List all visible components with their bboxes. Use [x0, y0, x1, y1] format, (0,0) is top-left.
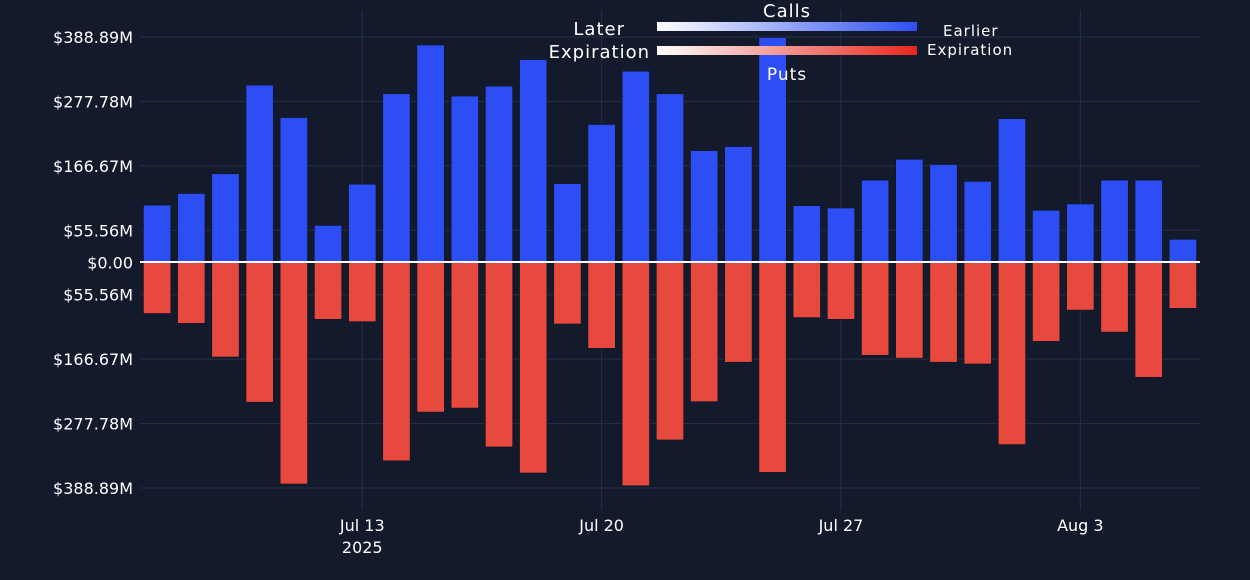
- calls-bar: [143, 204, 172, 263]
- calls-bar: [621, 70, 650, 263]
- calls-legend-label: Calls: [763, 1, 811, 22]
- puts-bar: [621, 262, 650, 487]
- x-axis-tick-labels: Jul 13 2025 Jul 20 Jul 27 Aug 3: [339, 516, 1104, 557]
- puts-legend-gradient: [657, 46, 917, 55]
- puts-bar: [1066, 262, 1095, 311]
- calls-bar: [177, 193, 206, 263]
- puts-bar: [177, 262, 206, 324]
- x-tick-label: Jul 20: [578, 516, 624, 535]
- puts-bar: [929, 262, 958, 363]
- calls-bar: [587, 124, 616, 263]
- calls-bar: [485, 85, 514, 263]
- puts-bar: [450, 262, 479, 409]
- calls-bar: [1032, 210, 1061, 263]
- calls-bar: [792, 205, 821, 263]
- puts-bar: [997, 262, 1026, 445]
- calls-bar: [553, 183, 582, 263]
- calls-bar: [279, 117, 308, 263]
- calls-bar: [724, 146, 753, 263]
- calls-bar: [314, 225, 343, 263]
- calls-bar: [450, 95, 479, 263]
- puts-bar: [826, 262, 855, 320]
- calls-bar: [1134, 179, 1163, 263]
- calls-bar: [245, 84, 274, 263]
- y-tick-label: $166.67M: [53, 350, 133, 369]
- x-tick-label: Jul 27: [818, 516, 864, 535]
- later-expiration-legend-label: Expiration: [549, 42, 650, 63]
- puts-bar: [963, 262, 992, 365]
- puts-bar: [1134, 262, 1163, 378]
- calls-bar: [997, 118, 1026, 263]
- calls-bar: [826, 207, 855, 263]
- calls-bar: [656, 93, 684, 263]
- calls-bar: [690, 150, 719, 263]
- x-tick-label: Aug 3: [1057, 516, 1104, 535]
- calls-bar: [382, 93, 411, 263]
- puts-bar: [382, 262, 411, 462]
- calls-bar: [211, 173, 240, 263]
- puts-bar: [519, 262, 548, 474]
- y-tick-label: $0.00: [87, 254, 133, 273]
- legend: Calls Puts Later Expiration Earlier Expi…: [549, 1, 1013, 85]
- puts-bar: [895, 262, 924, 359]
- earlier-expiration-legend-label: Expiration: [927, 41, 1013, 59]
- puts-bar: [587, 262, 616, 349]
- y-tick-label: $55.56M: [63, 286, 133, 305]
- puts-bar: [485, 262, 514, 448]
- puts-bar: [792, 262, 821, 318]
- puts-bar: [279, 262, 308, 485]
- puts-bar: [348, 262, 377, 322]
- calls-bar: [519, 59, 548, 263]
- calls-legend-gradient: [657, 22, 917, 31]
- puts-bar: [690, 262, 719, 402]
- puts-bar: [656, 262, 684, 441]
- x-tick-label: Jul 13: [339, 516, 385, 535]
- puts-bar: [1032, 262, 1061, 342]
- puts-bar: [143, 262, 172, 314]
- y-axis-tick-labels: $388.89M $277.78M $166.67M $55.56M $0.00 $55.…: [53, 28, 133, 498]
- bars: [143, 37, 1197, 487]
- calls-bar: [963, 181, 992, 263]
- calls-bar: [1066, 203, 1095, 263]
- puts-bar: [416, 262, 445, 413]
- y-tick-label: $388.89M: [53, 28, 133, 47]
- earlier-legend-label: Earlier: [943, 22, 999, 40]
- calls-bar: [1168, 239, 1197, 263]
- calls-bar: [416, 44, 445, 263]
- puts-bar: [211, 262, 240, 358]
- puts-bar: [724, 262, 753, 363]
- y-tick-label: $55.56M: [63, 221, 133, 240]
- y-tick-label: $166.67M: [53, 157, 133, 176]
- calls-bar: [758, 37, 787, 263]
- x-tick-year-label: 2025: [342, 538, 383, 557]
- puts-bar: [1168, 262, 1197, 309]
- calls-bar: [929, 164, 958, 263]
- calls-bar: [895, 158, 924, 263]
- calls-bar: [861, 179, 890, 263]
- puts-bar: [245, 262, 274, 403]
- puts-bar: [553, 262, 582, 325]
- puts-bar: [758, 262, 787, 473]
- later-legend-label: Later: [573, 19, 625, 40]
- y-tick-label: $388.89M: [53, 479, 133, 498]
- calls-bar: [1100, 179, 1129, 263]
- puts-legend-label: Puts: [767, 65, 807, 85]
- puts-bar: [861, 262, 890, 356]
- puts-bar: [1100, 262, 1129, 333]
- y-tick-label: $277.78M: [53, 415, 133, 434]
- puts-bar: [314, 262, 343, 320]
- y-tick-label: $277.78M: [53, 92, 133, 111]
- calls-bar: [348, 183, 377, 263]
